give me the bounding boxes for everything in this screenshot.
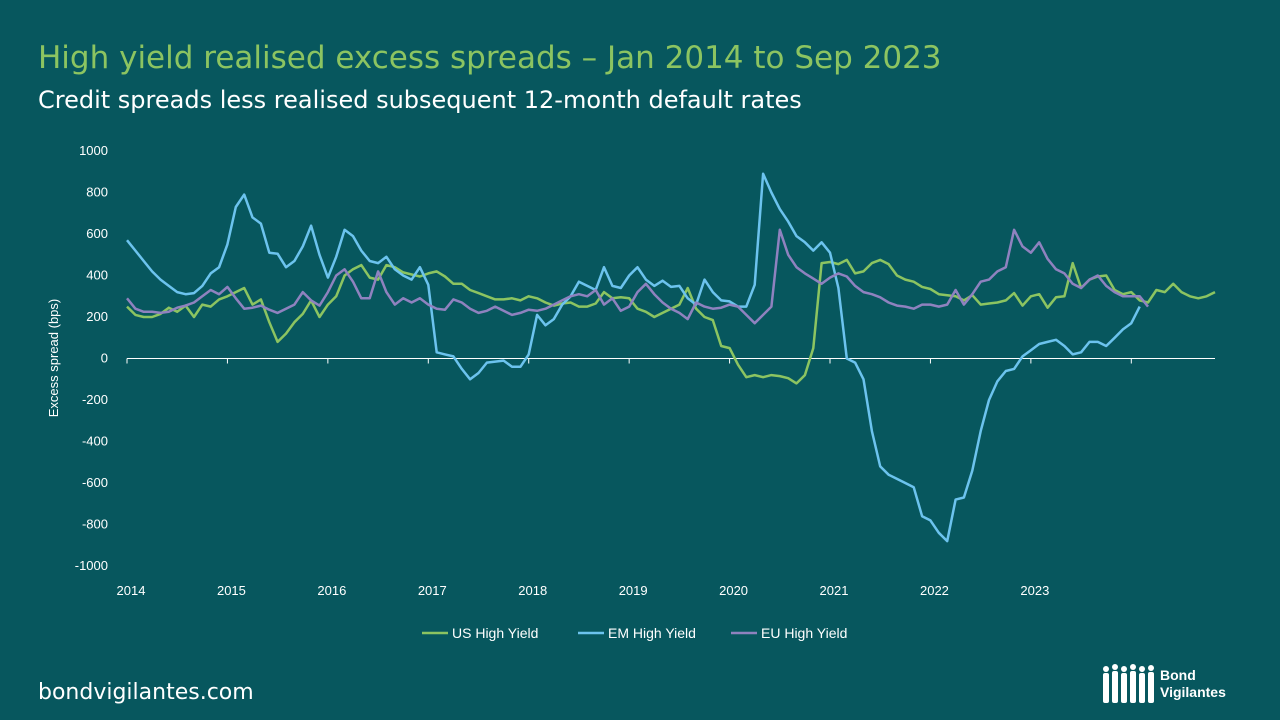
legend-item: EU High Yield — [731, 625, 847, 641]
x-tick-label: 2014 — [117, 583, 146, 598]
y-tick-label: -800 — [82, 517, 108, 532]
x-tick-label: 2016 — [317, 583, 346, 598]
logo-text-line-1: Bond — [1160, 667, 1196, 683]
legend-label: US High Yield — [452, 625, 538, 641]
x-tick-label: 2018 — [518, 583, 547, 598]
y-tick-label: 0 — [101, 351, 108, 366]
y-tick-label: -400 — [82, 434, 108, 449]
legend-item: US High Yield — [422, 625, 538, 641]
x-tick-label: 2017 — [418, 583, 447, 598]
x-tick-label: 2019 — [619, 583, 648, 598]
x-tick-label: 2022 — [920, 583, 949, 598]
logo-text: Bond Vigilantes — [1160, 667, 1226, 701]
legend-label: EM High Yield — [608, 625, 696, 641]
y-tick-label: 600 — [86, 226, 108, 241]
legend-item: EM High Yield — [578, 625, 696, 641]
legend-label: EU High Yield — [761, 625, 847, 641]
y-tick-label: -200 — [82, 392, 108, 407]
y-tick-label: 800 — [86, 185, 108, 200]
chart-subtitle: Credit spreads less realised subsequent … — [38, 86, 802, 114]
series-line-eu-high-yield — [126, 228, 1149, 325]
x-axis-ticks: 2014 2015 2016 2017 2018 2019 2020 2021 2022 2023 — [117, 583, 1050, 598]
y-tick-label: 1000 — [79, 143, 108, 158]
x-tick-label: 2015 — [217, 583, 246, 598]
y-axis-label: Excess spread (bps) — [46, 299, 61, 418]
series-line-em-high-yield — [126, 172, 1141, 543]
y-tick-label: 200 — [86, 309, 108, 324]
bond-vigilantes-logo — [1100, 663, 1250, 708]
series-line-us-high-yield — [126, 258, 1216, 385]
logo-text-line-2: Vigilantes — [1160, 684, 1226, 700]
x-axis-tickmarks — [126, 358, 1132, 364]
y-axis-ticks: 1000 800 600 400 200 0 -200 -400 -600 -800 -1000 — [75, 143, 108, 573]
y-tick-label: -600 — [82, 475, 108, 490]
legend: US High Yield EM High Yield EU High Yield — [422, 625, 847, 641]
x-tick-label: 2023 — [1020, 583, 1049, 598]
chart-title: High yield realised excess spreads – Jan… — [38, 40, 942, 76]
series-lines — [126, 172, 1216, 543]
footer-url: bondvigilantes.com — [38, 680, 254, 705]
x-tick-label: 2021 — [820, 583, 849, 598]
x-tick-label: 2020 — [719, 583, 748, 598]
y-tick-label: 400 — [86, 268, 108, 283]
y-tick-label: -1000 — [75, 558, 108, 573]
